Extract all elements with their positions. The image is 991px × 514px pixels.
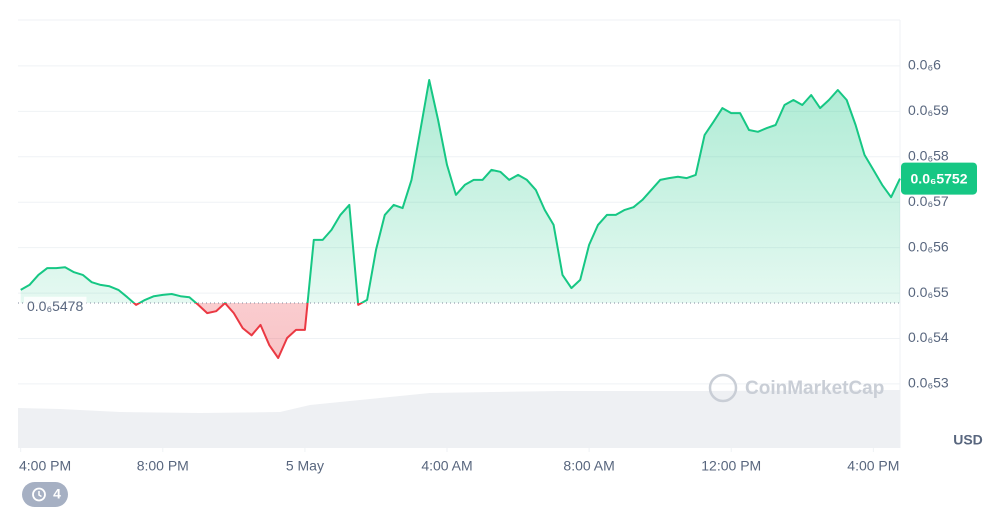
current-price-box (901, 162, 977, 195)
badge-count: 4 (53, 486, 61, 502)
badge-icon (32, 487, 46, 502)
y-tick-label: 0.0₆59 (908, 102, 949, 118)
y-tick-label: 0.0₆55 (908, 284, 949, 300)
baseline-label-bg (24, 296, 87, 315)
badge-icon-hands (38, 491, 42, 498)
x-tick-label: 5 May (286, 458, 324, 474)
x-tick-label: 8:00 AM (563, 458, 614, 474)
area-up (20, 80, 900, 304)
y-tick-label: 0.0₆56 (908, 238, 949, 254)
x-tick-label: 4:00 PM (19, 458, 71, 474)
y-tick-label: 0.0₆6 (908, 57, 941, 73)
y-tick-label: 0.0₆57 (908, 193, 949, 209)
price-line-up (20, 79, 901, 304)
x-tick-label: 4:00 PM (847, 458, 899, 474)
history-badge[interactable]: 4 (22, 482, 68, 507)
x-tick-label: 12:00 PM (701, 458, 761, 474)
volume-area (18, 390, 900, 448)
area-down (20, 303, 900, 358)
y-tick-label: 0.0₆53 (908, 375, 949, 391)
y-axis-label: USD (953, 432, 983, 448)
baseline-label: 0.0₆5478 (27, 298, 83, 314)
plot: 0.0₆5478 (18, 79, 901, 359)
current-price-label: 0.0₆5752 (911, 170, 968, 186)
y-tick-label: 0.0₆54 (908, 329, 949, 345)
x-tick-label: 8:00 PM (137, 458, 189, 474)
y-tick-label: 0.0₆58 (908, 147, 949, 163)
watermark: CoinMarketCap (708, 373, 884, 403)
watermark-icon (708, 373, 738, 403)
watermark-text: CoinMarketCap (745, 378, 884, 399)
x-tick-label: 4:00 AM (421, 458, 472, 474)
